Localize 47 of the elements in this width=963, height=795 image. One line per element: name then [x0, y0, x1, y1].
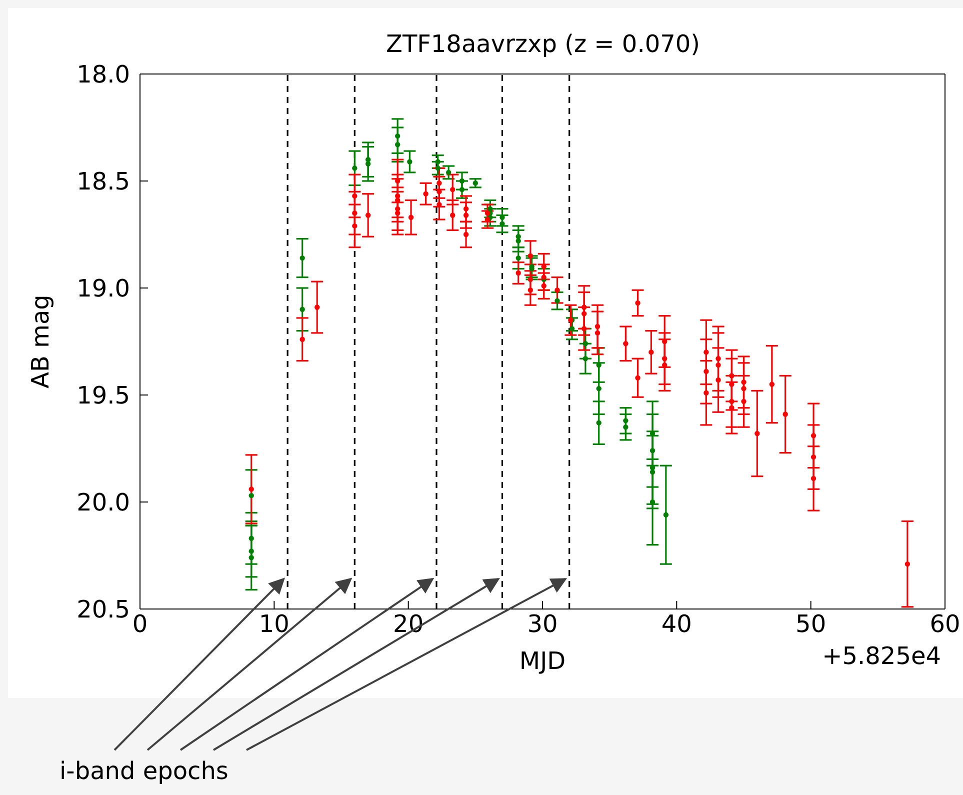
- point: [596, 386, 602, 392]
- point: [650, 448, 656, 454]
- point: [516, 238, 521, 244]
- point: [407, 159, 412, 164]
- point: [435, 159, 440, 164]
- annotation: i-band epochs: [60, 757, 228, 785]
- point: [582, 341, 588, 346]
- y-axis-title: AB mag: [26, 294, 55, 388]
- x-tick-label: 30: [527, 610, 558, 638]
- point: [554, 298, 560, 304]
- point: [459, 178, 465, 184]
- x-axis-title: MJD: [519, 647, 566, 675]
- point: [300, 255, 305, 261]
- text: +5.825e4: [822, 642, 941, 670]
- x-tick-label: 50: [796, 610, 826, 638]
- x-tick-label: 60: [930, 610, 960, 638]
- point: [248, 492, 254, 498]
- point: [446, 170, 452, 176]
- point: [352, 166, 358, 171]
- point: [435, 166, 440, 171]
- x-tick-label: 10: [258, 610, 290, 638]
- point: [395, 142, 400, 148]
- x-tick-label: 20: [393, 610, 424, 638]
- point: [248, 536, 254, 541]
- point: [596, 420, 602, 426]
- y-tick-label: 19.0: [76, 274, 130, 303]
- point: [248, 555, 254, 560]
- point: [365, 161, 371, 166]
- y-tick-label: 18.5: [76, 168, 130, 196]
- point: [516, 234, 521, 240]
- y-tick-label: 20.5: [76, 596, 130, 624]
- point: [623, 418, 628, 424]
- point: [569, 326, 575, 332]
- chart-title: ZTF18aavrzxp (z = 0.070): [386, 30, 700, 58]
- point: [395, 133, 400, 139]
- point: [516, 255, 521, 261]
- y-tick-label: 20.0: [76, 488, 130, 517]
- point: [459, 186, 465, 192]
- y-tick-label: 19.5: [76, 382, 130, 410]
- point: [248, 548, 254, 554]
- point: [582, 356, 588, 362]
- x-tick-label: 40: [661, 610, 692, 638]
- point: [300, 306, 305, 312]
- y-tick-label: 18.0: [76, 60, 130, 89]
- point: [663, 512, 669, 518]
- x-tick-label: 0: [132, 610, 148, 638]
- point: [623, 424, 628, 430]
